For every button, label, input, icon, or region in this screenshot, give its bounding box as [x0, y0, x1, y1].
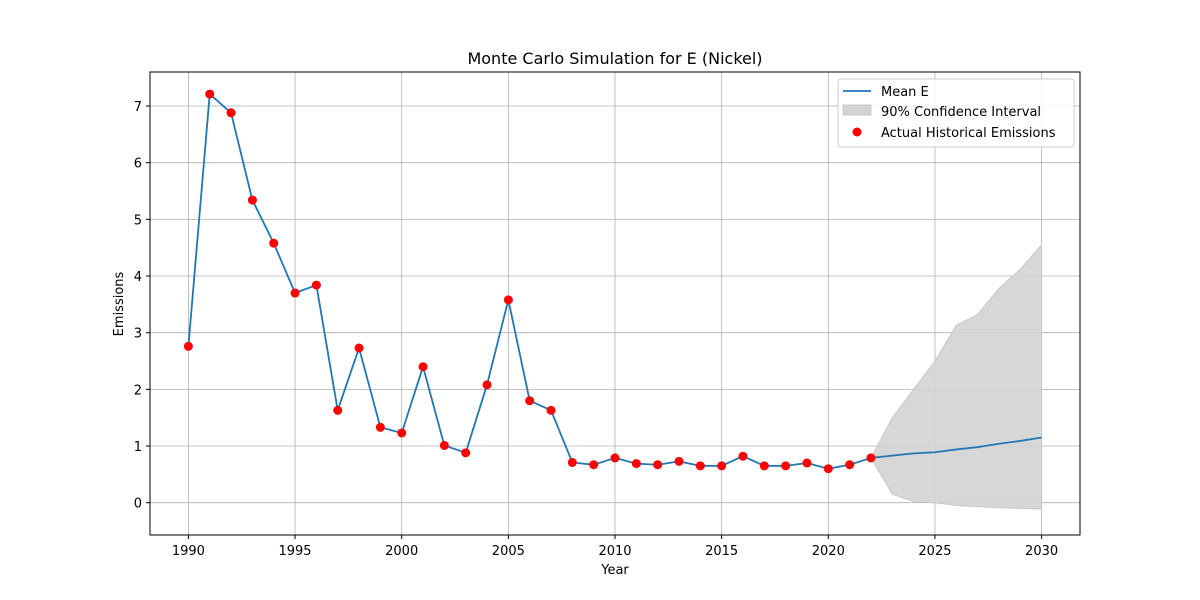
x-tick-label: 1990 [172, 544, 205, 559]
historical-point [503, 295, 513, 305]
historical-point [759, 461, 769, 471]
y-axis-label: Emissions [112, 271, 127, 336]
y-tick-label: 7 [134, 100, 142, 115]
historical-point [397, 428, 407, 438]
legend-label-historical: Actual Historical Emissions [881, 126, 1056, 141]
historical-point [439, 440, 449, 450]
historical-point [226, 108, 236, 118]
x-tick-label: 2010 [598, 544, 631, 559]
historical-point [205, 89, 215, 99]
x-tick-label: 2000 [385, 544, 418, 559]
y-tick-label: 0 [134, 497, 142, 512]
legend-box [837, 78, 1075, 148]
historical-point [866, 453, 876, 463]
x-tick-label: 1995 [278, 544, 311, 559]
historical-point [525, 396, 535, 406]
historical-point [589, 460, 599, 470]
historical-point [354, 343, 364, 353]
y-tick-label: 6 [134, 157, 142, 172]
x-tick-label: 2025 [918, 544, 951, 559]
legend: Mean E 90% Confidence Interval Actual Hist… [837, 78, 1075, 148]
historical-point [461, 448, 471, 458]
plot-area: 1990 1995 2000 2005 2010 2015 2020 2025 2030 0 1 2 3… [134, 71, 1081, 559]
legend-swatch-historical [852, 127, 862, 137]
historical-point [247, 195, 257, 205]
historical-point [290, 288, 300, 298]
legend-label-band: 90% Confidence Interval [881, 105, 1041, 120]
y-tick-label: 2 [134, 383, 142, 398]
legend-swatch-band [842, 104, 872, 116]
historical-point [610, 453, 620, 463]
historical-point [546, 405, 556, 415]
x-tick-label: 2030 [1025, 544, 1058, 559]
historical-point [567, 457, 577, 467]
historical-point [823, 464, 833, 474]
historical-point [781, 461, 791, 471]
x-tick-label: 2015 [705, 544, 738, 559]
y-tick-label: 3 [134, 327, 142, 342]
y-tick-label: 1 [134, 440, 142, 455]
historical-point [631, 459, 641, 469]
x-tick-label: 2020 [812, 544, 845, 559]
x-tick-label: 2005 [492, 544, 525, 559]
historical-point [333, 405, 343, 415]
historical-point [418, 362, 428, 372]
historical-point [653, 460, 663, 470]
y-tick-label: 5 [134, 213, 142, 228]
y-tick-label: 4 [134, 270, 142, 285]
historical-point [738, 451, 748, 461]
legend-label-mean: Mean E [881, 85, 929, 100]
historical-point [375, 422, 385, 432]
historical-point [482, 380, 492, 390]
x-axis-label: Year [600, 563, 629, 578]
chart-title: Monte Carlo Simulation for E (Nickel) [467, 49, 762, 68]
historical-point [845, 460, 855, 470]
historical-point [802, 458, 812, 468]
historical-point [269, 238, 279, 248]
historical-point [183, 341, 193, 351]
historical-point [674, 456, 684, 466]
historical-point [695, 461, 705, 471]
historical-point [311, 280, 321, 290]
historical-point [717, 461, 727, 471]
confidence-band [870, 243, 1043, 510]
